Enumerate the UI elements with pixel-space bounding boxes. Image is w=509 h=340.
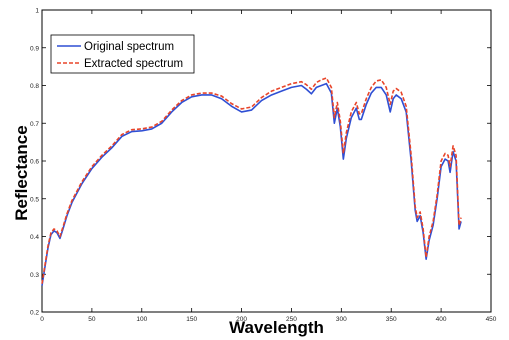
x-axis-label: Wavelength: [229, 318, 324, 337]
x-tick-label: 400: [436, 316, 447, 323]
y-tick-label: 0.4: [30, 234, 39, 241]
series-line-original-spectrum: [41, 82, 462, 286]
y-axis-label: Reflectance: [12, 125, 31, 220]
y-tick-label: 0.6: [30, 159, 39, 166]
x-tick-label: 250: [286, 316, 297, 323]
x-tick-label: 450: [486, 316, 497, 323]
x-tick-label: 0: [40, 316, 44, 323]
legend-box: [50, 34, 195, 74]
x-tick-label: 300: [336, 316, 347, 323]
y-tick-label: 0.7: [30, 121, 39, 128]
y-tick-label: 0.2: [30, 310, 39, 317]
y-tick-label: 1: [35, 8, 39, 15]
x-tick-label: 150: [186, 316, 197, 323]
legend-label: Extracted spectrum: [84, 58, 183, 70]
y-tick-label: 0.9: [30, 45, 39, 52]
legend-label: Original spectrum: [84, 41, 174, 53]
y-tick-label: 0.3: [30, 272, 39, 279]
series-line-extracted-spectrum: [41, 77, 462, 284]
x-tick-label: 200: [236, 316, 247, 323]
y-tick-label: 0.5: [30, 196, 39, 203]
plot-area: 0 50 100 150 200 250 300 350 400 450 0.2 0.3 0.4 0.5 0…: [12, 8, 497, 338]
x-tick-label: 100: [136, 316, 147, 323]
y-tick-label: 0.8: [30, 83, 39, 90]
x-tick-label: 350: [386, 316, 397, 323]
x-tick-label: 50: [88, 316, 96, 323]
